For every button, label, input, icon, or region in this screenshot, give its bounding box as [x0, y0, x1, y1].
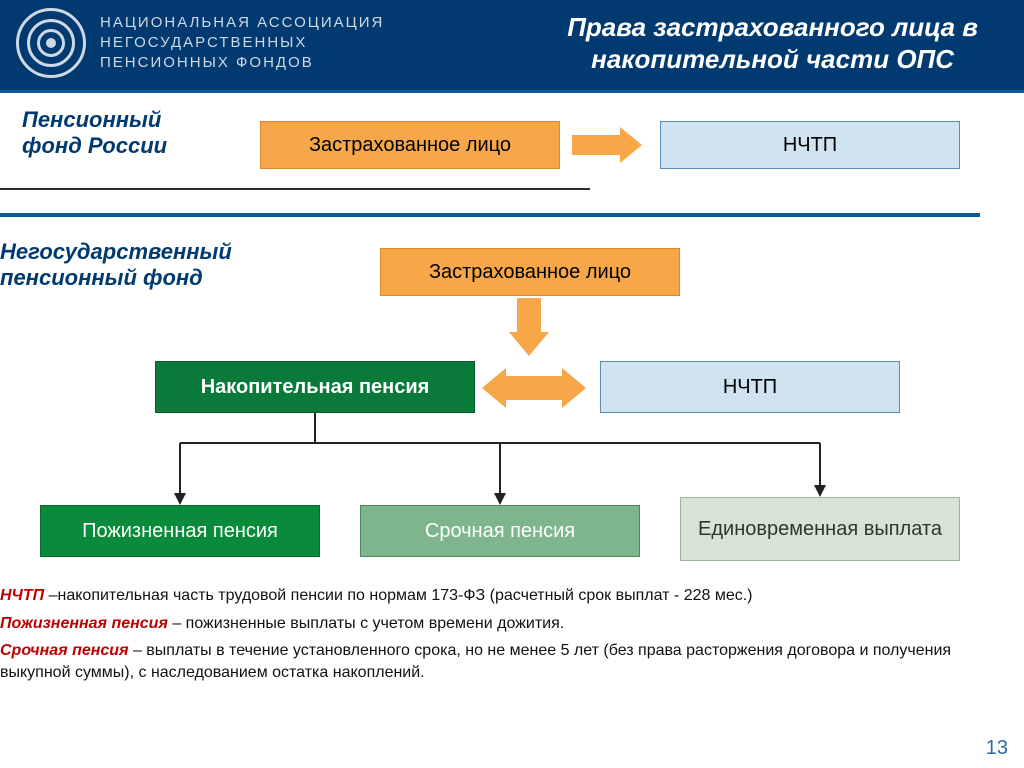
- box-label: Застрахованное лицо: [309, 134, 511, 157]
- definitions: НЧТП –накопительная часть трудовой пенси…: [0, 585, 980, 683]
- box-label: Единовременная выплата: [698, 517, 942, 541]
- divider-thin: [0, 188, 590, 190]
- org-line: ПЕНСИОННЫХ ФОНДОВ: [100, 53, 384, 73]
- box-label: Застрахованное лицо: [429, 261, 631, 284]
- box-label: НЧТП: [723, 376, 777, 399]
- box-label: НЧТП: [783, 134, 837, 157]
- definition-row: Пожизненная пенсия – пожизненные выплаты…: [0, 613, 980, 635]
- s2-nchtp-box: НЧТП: [600, 361, 900, 413]
- org-name: НАЦИОНАЛЬНАЯ АССОЦИАЦИЯ НЕГОСУДАРСТВЕННЫ…: [100, 13, 384, 74]
- box-label: Накопительная пенсия: [201, 376, 430, 399]
- label-line: Пенсионный: [22, 107, 167, 133]
- org-line: НАЦИОНАЛЬНАЯ АССОЦИАЦИЯ: [100, 13, 384, 33]
- s2-lifelong-box: Пожизненная пенсия: [40, 505, 320, 557]
- def-text: –накопительная часть трудовой пенсии по …: [44, 587, 752, 604]
- s2-fixed-box: Срочная пенсия: [360, 505, 640, 557]
- s2-insured-box: Застрахованное лицо: [380, 248, 680, 296]
- slide-header: НАЦИОНАЛЬНАЯ АССОЦИАЦИЯ НЕГОСУДАРСТВЕННЫ…: [0, 0, 1024, 90]
- def-term: Срочная пенсия: [0, 642, 129, 659]
- label-line: фонд России: [22, 133, 167, 159]
- arrow-right-icon: [572, 131, 642, 159]
- s1-nchtp-box: НЧТП: [660, 121, 960, 169]
- def-text: – выплаты в течение установленного срока…: [0, 642, 951, 681]
- logo-spiral-icon: [16, 8, 86, 78]
- def-term: НЧТП: [0, 587, 44, 604]
- s1-insured-box: Застрахованное лицо: [260, 121, 560, 169]
- label-line: пенсионный фонд: [0, 265, 232, 291]
- definition-row: Срочная пенсия – выплаты в течение устан…: [0, 640, 980, 683]
- divider-blue: [0, 213, 980, 217]
- arrow-double-icon: [482, 371, 586, 405]
- arrow-down-icon: [512, 298, 546, 356]
- def-text: – пожизненные выплаты с учетом времени д…: [168, 615, 564, 632]
- def-term: Пожизненная пенсия: [0, 615, 168, 632]
- org-line: НЕГОСУДАРСТВЕННЫХ: [100, 33, 384, 53]
- section2-label: Негосударственный пенсионный фонд: [0, 239, 232, 292]
- box-label: Срочная пенсия: [425, 520, 575, 543]
- s2-nakopit-box: Накопительная пенсия: [155, 361, 475, 413]
- label-line: Негосударственный: [0, 239, 232, 265]
- definition-row: НЧТП –накопительная часть трудовой пенси…: [0, 585, 980, 607]
- s2-lump-box: Единовременная выплата: [680, 497, 960, 561]
- slide-content: Пенсионный фонд России Застрахованное ли…: [0, 93, 1024, 105]
- page-number: 13: [986, 737, 1008, 760]
- title-line: Права застрахованного лица в: [567, 11, 978, 44]
- box-label: Пожизненная пенсия: [82, 520, 278, 543]
- title-line: накопительной части ОПС: [567, 43, 978, 76]
- slide-title: Права застрахованного лица в накопительн…: [567, 11, 978, 76]
- section1-label: Пенсионный фонд России: [22, 107, 167, 160]
